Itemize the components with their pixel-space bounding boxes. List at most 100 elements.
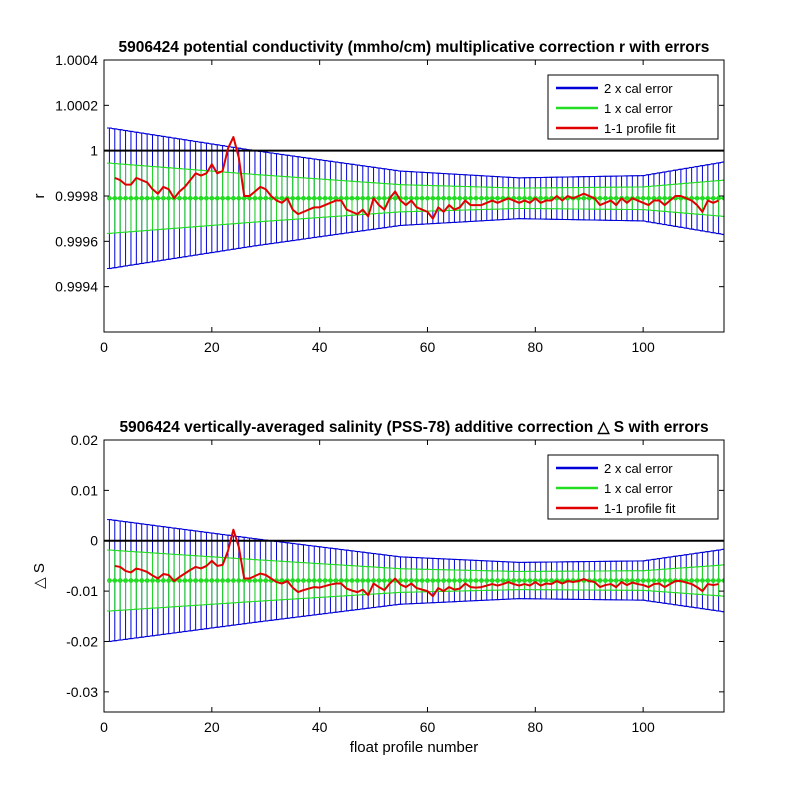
fit-marker: [452, 195, 457, 201]
legend-item: 1-1 profile fit: [556, 121, 676, 136]
fit-marker: [123, 578, 128, 583]
fit-marker: [252, 578, 258, 583]
fit-marker: [716, 578, 721, 583]
fit-marker: [155, 195, 161, 201]
fit-marker: [322, 578, 328, 583]
y-tick-label: -0.02: [66, 633, 98, 649]
legend-item: 2 x cal error: [556, 81, 673, 96]
fit-marker: [257, 578, 263, 583]
x-tick-label: 100: [631, 719, 655, 735]
fit-marker: [414, 578, 420, 583]
fit-marker: [263, 578, 269, 583]
fit-marker: [473, 195, 479, 201]
fit-marker: [603, 578, 608, 583]
fit-marker: [376, 195, 382, 201]
fit-marker: [435, 195, 441, 201]
fit-marker: [457, 195, 463, 201]
fit-marker: [123, 195, 128, 201]
fit-marker: [381, 195, 387, 201]
error-envelope-upper: [109, 127, 724, 179]
legend: 2 x cal error 1 x cal error 1-1 profile fi…: [547, 454, 719, 520]
fit-marker: [117, 195, 123, 201]
legend-label: 1-1 profile fit: [604, 501, 676, 516]
fit-marker: [495, 195, 500, 201]
fit-marker: [220, 195, 225, 201]
fit-marker: [187, 195, 193, 201]
fit-marker: [473, 578, 479, 583]
fit-marker: [710, 195, 716, 201]
fit-marker: [721, 195, 724, 201]
fit-marker: [306, 195, 312, 201]
fit-marker: [613, 195, 619, 201]
chart-title: 5906424 potential conductivity (mmho/cm)…: [119, 39, 710, 56]
fit-marker: [301, 195, 306, 201]
axes-box: [103, 439, 725, 713]
error-envelope-lower: [109, 218, 724, 270]
fit-marker: [252, 195, 258, 201]
fit-marker: [128, 195, 134, 201]
fit-marker: [360, 578, 366, 583]
fit-marker: [279, 578, 285, 583]
y-tick-label: 0.9996: [55, 233, 98, 249]
x-tick-label: 80: [528, 719, 544, 735]
error-envelope-upper: [109, 549, 724, 572]
fit-marker: [511, 578, 517, 583]
fit-marker: [290, 195, 296, 201]
fit-marker: [624, 195, 630, 201]
fit-marker: [349, 578, 355, 583]
fit-marker: [107, 578, 112, 583]
fit-marker: [387, 578, 393, 583]
x-tick-label: 40: [312, 719, 328, 735]
plot-content: [104, 127, 724, 270]
profile-fit-line: [114, 528, 719, 598]
fit-marker: [635, 578, 641, 583]
fit-marker: [419, 195, 425, 201]
fit-marker: [365, 195, 371, 201]
fit-marker: [468, 578, 473, 583]
fit-marker: [581, 195, 587, 201]
fit-marker: [694, 195, 700, 201]
fit-marker: [689, 578, 695, 583]
bottom-chart-panel: 0 20 40 60 80 100 -0.03 -0.02 -0.01 0 0.01 0.02 5906…: [31, 419, 725, 756]
fit-marker: [430, 578, 436, 583]
x-tick-label: 100: [631, 339, 655, 355]
y-tick-label: -0.01: [66, 583, 98, 599]
fit-marker: [182, 578, 188, 583]
fit-marker: [360, 195, 366, 201]
fit-marker: [365, 578, 371, 583]
fit-marker: [193, 195, 199, 201]
x-tick-label: 40: [312, 339, 328, 355]
fit-marker: [311, 195, 317, 201]
fit-marker: [538, 195, 544, 201]
fit-marker: [597, 578, 603, 583]
legend: 2 x cal error 1 x cal error 1-1 profile fi…: [547, 74, 719, 140]
fit-marker: [408, 578, 414, 583]
fit-marker: [107, 195, 112, 201]
y-tick-label: 0.9998: [55, 188, 98, 204]
error-envelope-lower: [109, 589, 724, 612]
fit-marker: [317, 195, 323, 201]
y-tick-label: 0.9994: [55, 279, 98, 295]
fit-marker: [301, 578, 306, 583]
y-axis-label: r: [31, 194, 48, 199]
fit-marker: [263, 195, 269, 201]
fit-marker: [344, 195, 349, 201]
fit-marker: [355, 195, 360, 201]
profile-fit-line: [114, 136, 719, 220]
legend-label: 1 x cal error: [604, 481, 673, 496]
y-tick-label: 0.02: [71, 432, 98, 448]
fit-marker: [344, 578, 349, 583]
fit-marker: [624, 578, 630, 583]
fit-marker: [376, 578, 382, 583]
fit-marker: [700, 195, 705, 201]
fit-marker: [133, 195, 139, 201]
fit-marker: [220, 578, 225, 583]
fit-marker: [311, 578, 317, 583]
fit-marker: [446, 578, 452, 583]
fit-marker: [160, 578, 166, 583]
fit-marker: [177, 578, 182, 583]
fit-marker: [646, 578, 651, 583]
fit-marker: [144, 195, 150, 201]
fit-marker: [603, 195, 608, 201]
fit-marker: [700, 578, 705, 583]
